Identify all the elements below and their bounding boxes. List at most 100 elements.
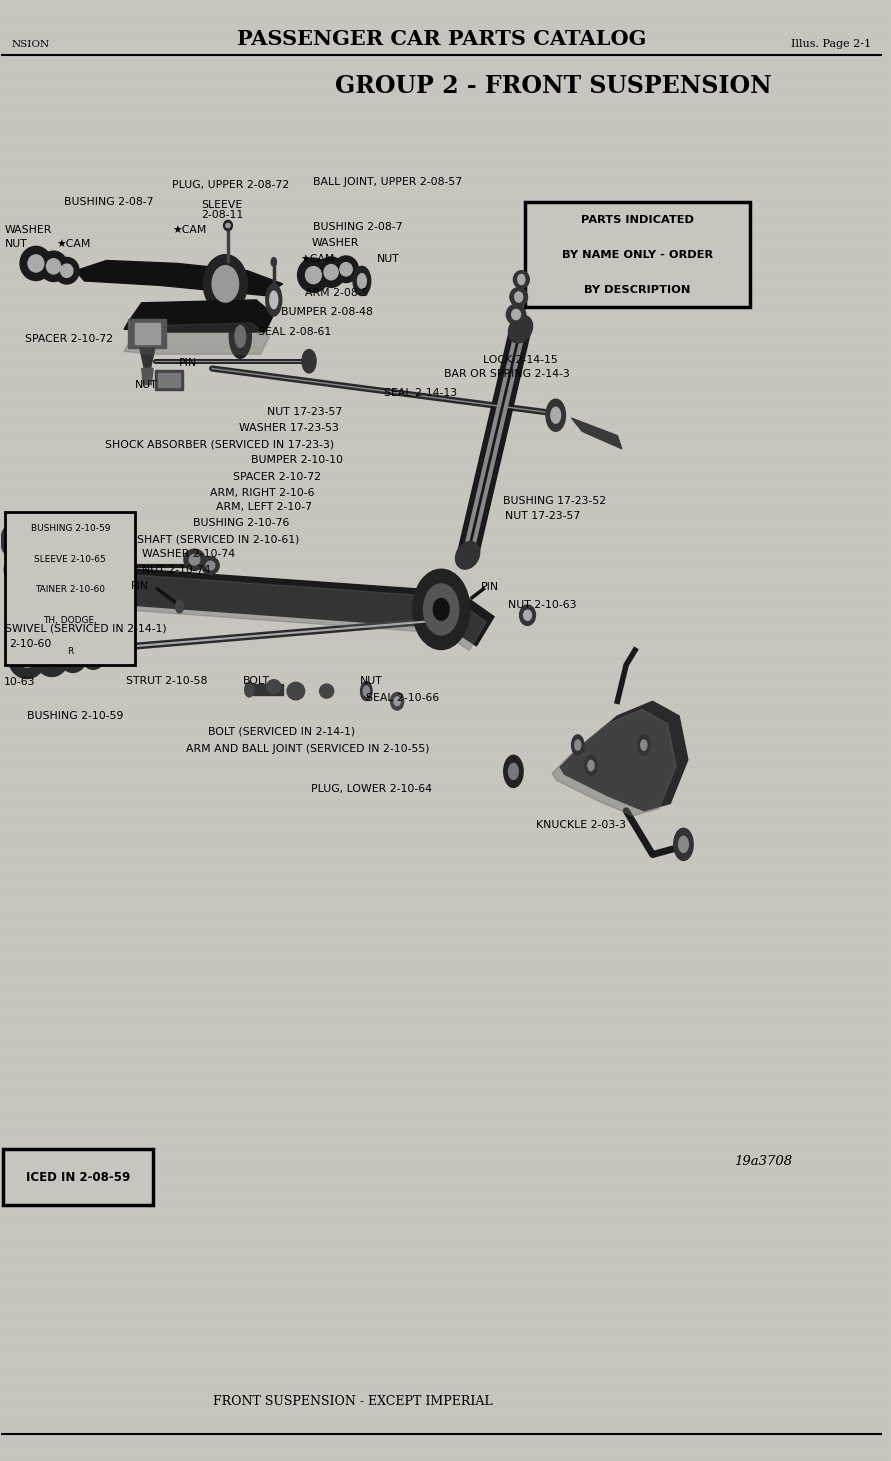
Bar <box>5 511 135 665</box>
Ellipse shape <box>519 605 535 625</box>
Text: ★CAM: ★CAM <box>300 254 335 264</box>
Ellipse shape <box>638 735 650 755</box>
Ellipse shape <box>455 542 479 570</box>
Ellipse shape <box>641 739 647 749</box>
Text: KNUCKLE 2-03-3: KNUCKLE 2-03-3 <box>536 821 626 830</box>
Bar <box>4 1150 153 1205</box>
Ellipse shape <box>212 266 239 302</box>
Ellipse shape <box>357 273 366 288</box>
Text: ★CAM: ★CAM <box>173 225 207 235</box>
Text: 2-10-60: 2-10-60 <box>10 640 52 649</box>
Ellipse shape <box>413 570 470 650</box>
Ellipse shape <box>176 600 184 614</box>
Text: BY DESCRIPTION: BY DESCRIPTION <box>584 285 691 295</box>
Ellipse shape <box>44 646 60 666</box>
Text: BUMPER 2-10-10: BUMPER 2-10-10 <box>251 456 343 466</box>
Ellipse shape <box>28 254 44 272</box>
Ellipse shape <box>511 310 520 320</box>
Ellipse shape <box>518 275 525 285</box>
Polygon shape <box>560 701 688 811</box>
Ellipse shape <box>571 735 584 755</box>
Text: ARM, RIGHT 2-10-6: ARM, RIGHT 2-10-6 <box>210 488 315 498</box>
Text: FRONT SUSPENSION - EXCEPT IMPERIAL: FRONT SUSPENSION - EXCEPT IMPERIAL <box>213 1395 493 1408</box>
Ellipse shape <box>32 554 57 580</box>
Ellipse shape <box>46 259 61 273</box>
Text: Illus. Page 2-1: Illus. Page 2-1 <box>791 39 871 48</box>
Text: SWIVEL (SERVICED IN 2-14-1): SWIVEL (SERVICED IN 2-14-1) <box>5 624 167 633</box>
Text: ★CAM: ★CAM <box>56 240 91 250</box>
Text: PIN: PIN <box>179 358 197 368</box>
Text: SPACER 2-10-72: SPACER 2-10-72 <box>233 472 322 482</box>
Ellipse shape <box>394 697 400 706</box>
Text: BUSHING 2-10-59: BUSHING 2-10-59 <box>30 524 110 533</box>
Ellipse shape <box>201 557 219 574</box>
Text: NSION: NSION <box>12 39 49 48</box>
Text: ARM, LEFT 2-10-7: ARM, LEFT 2-10-7 <box>216 503 312 513</box>
Ellipse shape <box>339 263 352 276</box>
Text: SEAL 2-14-13: SEAL 2-14-13 <box>384 389 457 399</box>
Polygon shape <box>140 348 155 368</box>
Text: PIN: PIN <box>131 581 149 592</box>
Text: SHOCK ABSORBER (SERVICED IN 17-23-3): SHOCK ABSORBER (SERVICED IN 17-23-3) <box>104 440 334 450</box>
Ellipse shape <box>298 259 330 292</box>
Ellipse shape <box>506 304 526 324</box>
Polygon shape <box>124 323 269 354</box>
Ellipse shape <box>320 684 334 698</box>
Text: 2-08-11: 2-08-11 <box>201 210 244 221</box>
Ellipse shape <box>509 763 519 779</box>
Polygon shape <box>142 368 153 384</box>
Ellipse shape <box>270 291 278 308</box>
Text: PLUG, LOWER 2-10-64: PLUG, LOWER 2-10-64 <box>311 785 432 793</box>
Ellipse shape <box>584 755 597 776</box>
Ellipse shape <box>12 561 28 579</box>
Ellipse shape <box>59 640 87 672</box>
Bar <box>525 202 749 307</box>
Text: NUT 17-23-57: NUT 17-23-57 <box>266 408 342 418</box>
Text: BOLT: BOLT <box>243 676 270 685</box>
Ellipse shape <box>302 349 316 373</box>
Text: WASHER 2-10-74: WASHER 2-10-74 <box>142 549 234 560</box>
Ellipse shape <box>31 519 67 557</box>
Ellipse shape <box>8 634 46 678</box>
Ellipse shape <box>287 682 305 700</box>
Text: PLUG, UPPER 2-08-72: PLUG, UPPER 2-08-72 <box>173 180 290 190</box>
Text: NUT: NUT <box>377 254 400 264</box>
Polygon shape <box>571 418 622 449</box>
Text: NUT 2-10-63: NUT 2-10-63 <box>508 600 576 611</box>
Text: PARTS INDICATED: PARTS INDICATED <box>581 215 694 225</box>
Ellipse shape <box>266 679 281 694</box>
Text: TH, DODGE,: TH, DODGE, <box>44 617 97 625</box>
Text: 10-63: 10-63 <box>4 678 35 687</box>
Ellipse shape <box>546 399 566 431</box>
Ellipse shape <box>515 292 523 302</box>
Text: NUT: NUT <box>360 676 383 685</box>
Ellipse shape <box>88 650 98 663</box>
Text: 19a3708: 19a3708 <box>733 1154 792 1167</box>
Ellipse shape <box>203 254 248 313</box>
Ellipse shape <box>513 270 529 288</box>
Ellipse shape <box>39 251 68 282</box>
Text: BUSHING 2-08-7: BUSHING 2-08-7 <box>314 222 403 232</box>
Ellipse shape <box>575 739 581 749</box>
Ellipse shape <box>423 584 459 636</box>
Ellipse shape <box>56 551 78 574</box>
Text: NUT 17-23-57: NUT 17-23-57 <box>504 511 580 522</box>
Text: WASHER: WASHER <box>5 225 53 235</box>
Ellipse shape <box>551 408 560 424</box>
Ellipse shape <box>4 552 36 587</box>
Text: STRUT 2-10-58: STRUT 2-10-58 <box>126 676 208 685</box>
Text: PIN: PIN <box>481 583 499 593</box>
Ellipse shape <box>317 257 345 288</box>
Polygon shape <box>158 373 180 387</box>
Ellipse shape <box>324 264 338 279</box>
Text: BY NAME ONLY - ORDER: BY NAME ONLY - ORDER <box>561 250 713 260</box>
Ellipse shape <box>271 257 276 266</box>
Ellipse shape <box>189 555 200 565</box>
Text: BAR OR SPRING 2-14-3: BAR OR SPRING 2-14-3 <box>444 370 569 380</box>
Ellipse shape <box>306 266 322 283</box>
Text: BUSHING 2-10-59: BUSHING 2-10-59 <box>27 712 124 720</box>
Ellipse shape <box>61 264 73 278</box>
Text: ICED IN 2-08-59: ICED IN 2-08-59 <box>26 1170 130 1183</box>
Ellipse shape <box>82 643 104 669</box>
Ellipse shape <box>67 647 79 665</box>
